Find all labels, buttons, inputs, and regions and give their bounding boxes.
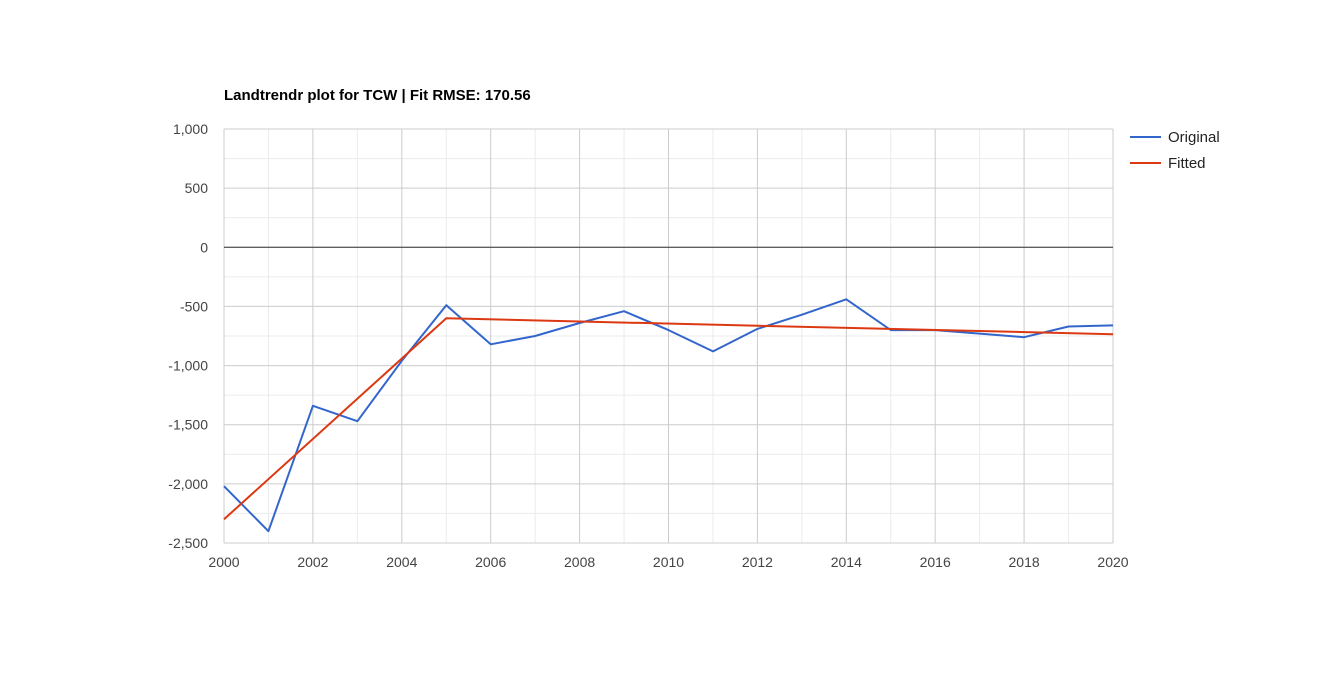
y-tick-label: -1,500 <box>168 417 208 433</box>
x-tick-label: 2000 <box>208 554 239 570</box>
chart-title: Landtrendr plot for TCW | Fit RMSE: 170.… <box>224 87 531 104</box>
series-line-fitted <box>223 317 1114 521</box>
y-tick-label: -1,000 <box>168 358 208 374</box>
x-tick-label: 2014 <box>831 554 862 570</box>
x-tick-label: 2020 <box>1097 554 1128 570</box>
legend-label-original: Original <box>1168 129 1220 146</box>
x-tick-label: 2008 <box>564 554 595 570</box>
y-tick-label: 0 <box>200 239 208 255</box>
series-line-original <box>223 298 1114 533</box>
y-tick-label: -500 <box>180 298 208 314</box>
x-tick-label: 2006 <box>475 554 506 570</box>
grid <box>223 128 1114 544</box>
x-tick-label: 2016 <box>920 554 951 570</box>
x-tick-label: 2004 <box>386 554 417 570</box>
x-tick-label: 2002 <box>297 554 328 570</box>
y-axis: 1,000 500 0 -500 -1,000 -1,500 -2,000 -2,500 <box>168 121 208 551</box>
x-tick-label: 2012 <box>742 554 773 570</box>
y-tick-label: 1,000 <box>173 121 208 137</box>
y-tick-label: -2,500 <box>168 535 208 551</box>
legend: Original Fitted <box>1130 129 1220 172</box>
series-layer <box>223 298 1114 533</box>
y-tick-label: -2,000 <box>168 476 208 492</box>
legend-label-fitted: Fitted <box>1168 155 1206 172</box>
y-tick-label: 500 <box>185 180 209 196</box>
x-tick-label: 2010 <box>653 554 684 570</box>
x-axis: 2000 2002 2004 2006 2008 2010 2012 2014 2016 2018… <box>208 554 1128 570</box>
x-tick-label: 2018 <box>1009 554 1040 570</box>
